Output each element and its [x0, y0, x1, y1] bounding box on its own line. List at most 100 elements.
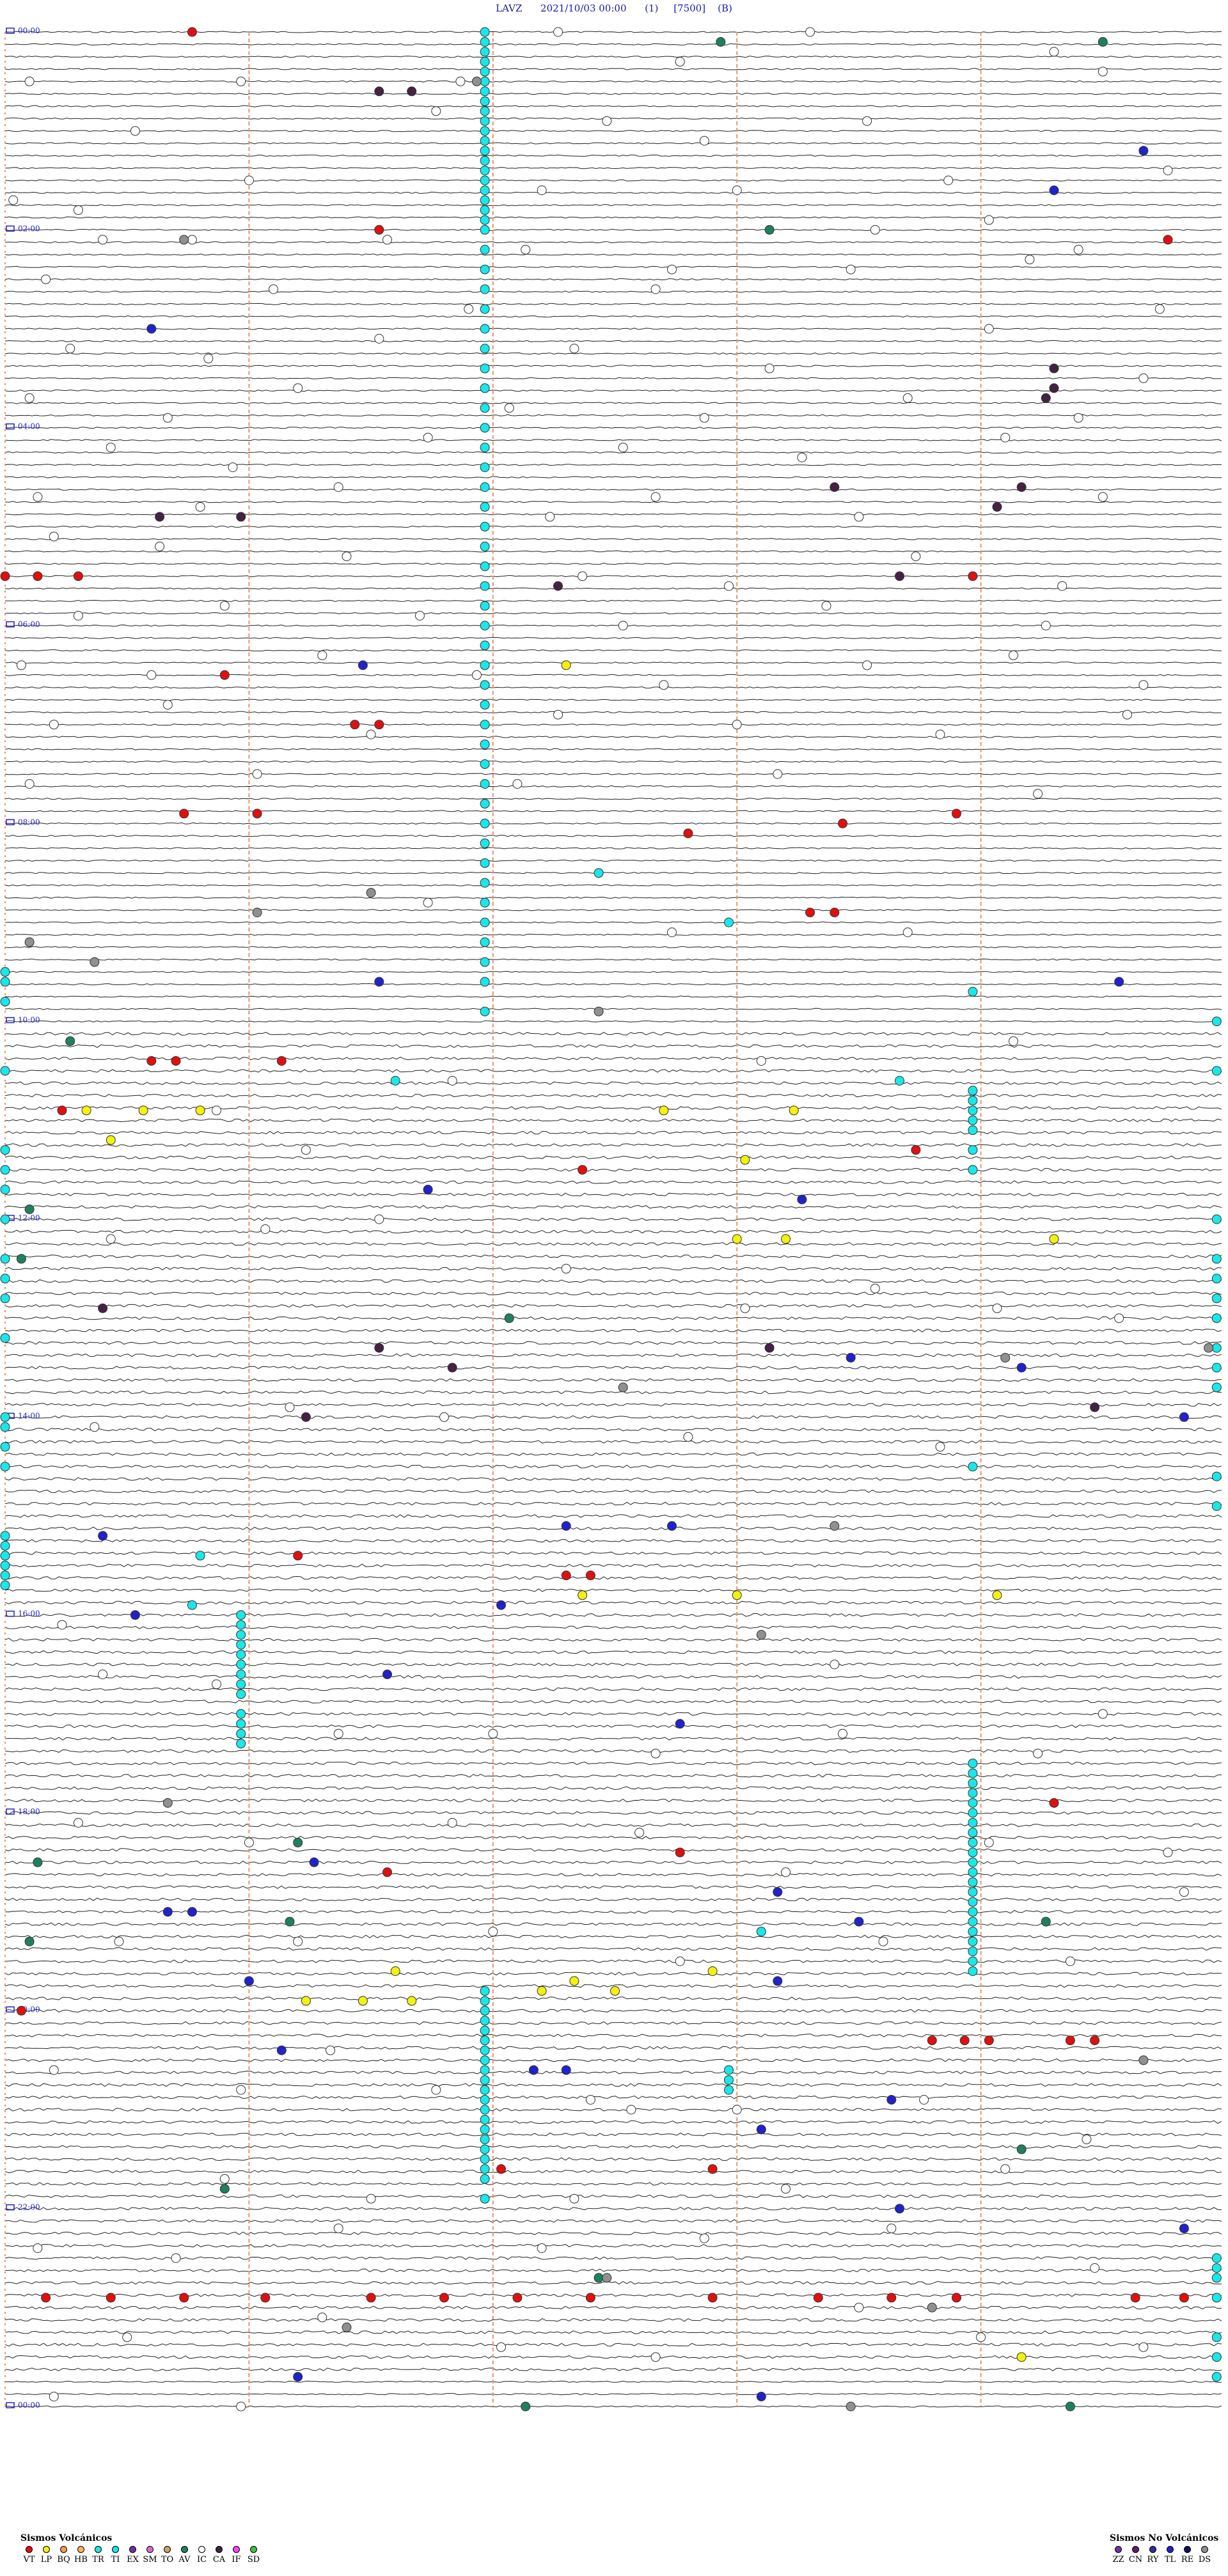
- event-marker-lp: [659, 1105, 669, 1116]
- legend-swatch: [129, 2546, 136, 2553]
- event-marker-vt: [585, 2293, 595, 2303]
- event-marker-ic: [1073, 244, 1083, 255]
- trace-line: [4, 1700, 1222, 1703]
- hour-marker-box: [6, 2204, 15, 2211]
- event-marker-ic: [301, 1145, 311, 1155]
- trace-line: [4, 1984, 1222, 1988]
- event-marker-tr: [724, 2075, 734, 2085]
- trace-line: [4, 661, 1222, 664]
- event-marker-ic: [1163, 1847, 1173, 1858]
- event-marker-tr: [480, 195, 490, 205]
- event-marker-ic: [1138, 680, 1149, 690]
- event-marker-ic: [374, 334, 384, 344]
- event-marker-tr: [1211, 2263, 1222, 2273]
- legend-item: VT: [20, 2546, 38, 2564]
- trace-line: [4, 390, 1222, 392]
- trace-line: [4, 1959, 1222, 1963]
- trace-line: [4, 1229, 1222, 1234]
- trace-line: [4, 130, 1222, 132]
- event-marker-ic: [1122, 709, 1132, 720]
- event-marker-ds: [366, 888, 376, 898]
- event-marker-tr: [480, 462, 490, 472]
- event-marker-tr: [390, 1076, 400, 1086]
- trace-line: [4, 1180, 1222, 1184]
- event-marker-ic: [49, 720, 59, 730]
- trace-line: [4, 2393, 1222, 2396]
- trace-line: [4, 2231, 1222, 2236]
- event-marker-ic: [24, 393, 35, 403]
- event-marker-ti: [162, 1907, 173, 1917]
- event-marker-vt: [968, 571, 978, 581]
- trace-line: [4, 2108, 1222, 2112]
- event-marker-ic: [171, 2253, 181, 2263]
- helicorder-title: LAVZ 2021/10/03 00:00 (1) [7500] (B): [0, 3, 1228, 14]
- event-marker-lp: [407, 1996, 417, 2006]
- event-marker-vt: [1163, 235, 1173, 245]
- trace-line: [4, 1118, 1222, 1123]
- event-marker-av: [764, 225, 775, 235]
- event-marker-ic: [618, 620, 628, 631]
- event-marker-tr: [480, 640, 490, 651]
- event-marker-tr: [480, 779, 490, 789]
- event-marker-vt: [171, 1056, 181, 1066]
- trace-line: [4, 1044, 1222, 1048]
- event-marker-tr: [1211, 1471, 1222, 1482]
- event-marker-av: [521, 2401, 531, 2412]
- event-marker-tr: [0, 1560, 10, 1570]
- event-marker-ti: [358, 660, 368, 670]
- legend-item: IF: [228, 2546, 245, 2564]
- event-marker-tr: [480, 324, 490, 334]
- trace-line: [4, 93, 1222, 95]
- trace-line: [4, 303, 1222, 305]
- trace-lines: [4, 31, 1222, 2408]
- event-marker-ic: [911, 551, 921, 562]
- trace-line: [4, 599, 1222, 602]
- event-marker-ti: [423, 1185, 433, 1195]
- legend-item: SD: [245, 2546, 262, 2564]
- hour-marker-box: [6, 28, 15, 34]
- trace-line: [4, 117, 1222, 120]
- event-marker-ic: [1073, 413, 1083, 423]
- event-marker-ti: [854, 1916, 864, 1927]
- event-marker-ic: [1114, 1313, 1124, 1324]
- event-marker-ds: [756, 1630, 766, 1640]
- event-marker-ic: [553, 709, 563, 720]
- event-marker-ic: [650, 2352, 661, 2362]
- event-marker-ic: [212, 1105, 221, 1116]
- event-marker-ds: [1000, 1353, 1011, 1363]
- event-marker-tr: [968, 1857, 978, 1867]
- event-marker-vt: [830, 908, 840, 917]
- legend-item: ZZ: [1110, 2546, 1127, 2564]
- event-marker-ti: [496, 1600, 506, 1610]
- event-marker-tr: [0, 1462, 10, 1472]
- trace-line: [4, 1477, 1222, 1481]
- event-marker-tr: [0, 1531, 10, 1541]
- event-marker-ti: [561, 2065, 571, 2075]
- event-marker-ic: [902, 393, 913, 403]
- event-marker-tr: [480, 521, 490, 532]
- event-marker-ic: [935, 729, 945, 739]
- trace-line: [4, 2280, 1222, 2285]
- trace-line: [4, 340, 1222, 342]
- trace-line: [4, 1378, 1222, 1382]
- event-marker-tr: [968, 1818, 978, 1828]
- event-marker-tr: [1211, 2273, 1222, 2283]
- event-marker-vt: [374, 720, 384, 730]
- event-marker-ic: [1090, 2263, 1100, 2273]
- event-marker-ic: [992, 1303, 1002, 1313]
- trace-line: [4, 1823, 1222, 1828]
- event-marker-ic: [797, 452, 807, 462]
- trace-line: [4, 191, 1222, 194]
- event-marker-ic: [447, 1076, 457, 1086]
- event-marker-ic: [423, 897, 433, 908]
- event-marker-ic: [1154, 304, 1165, 314]
- trace-line: [4, 1996, 1222, 2000]
- event-marker-tr: [480, 27, 490, 37]
- trace-line: [4, 921, 1222, 924]
- event-marker-ic: [732, 186, 742, 195]
- event-marker-tr: [480, 977, 490, 987]
- event-marker-ic: [1041, 620, 1051, 631]
- event-marker-lp: [732, 1590, 742, 1600]
- event-marker-ti: [797, 1194, 807, 1205]
- event-marker-tr: [968, 1105, 978, 1116]
